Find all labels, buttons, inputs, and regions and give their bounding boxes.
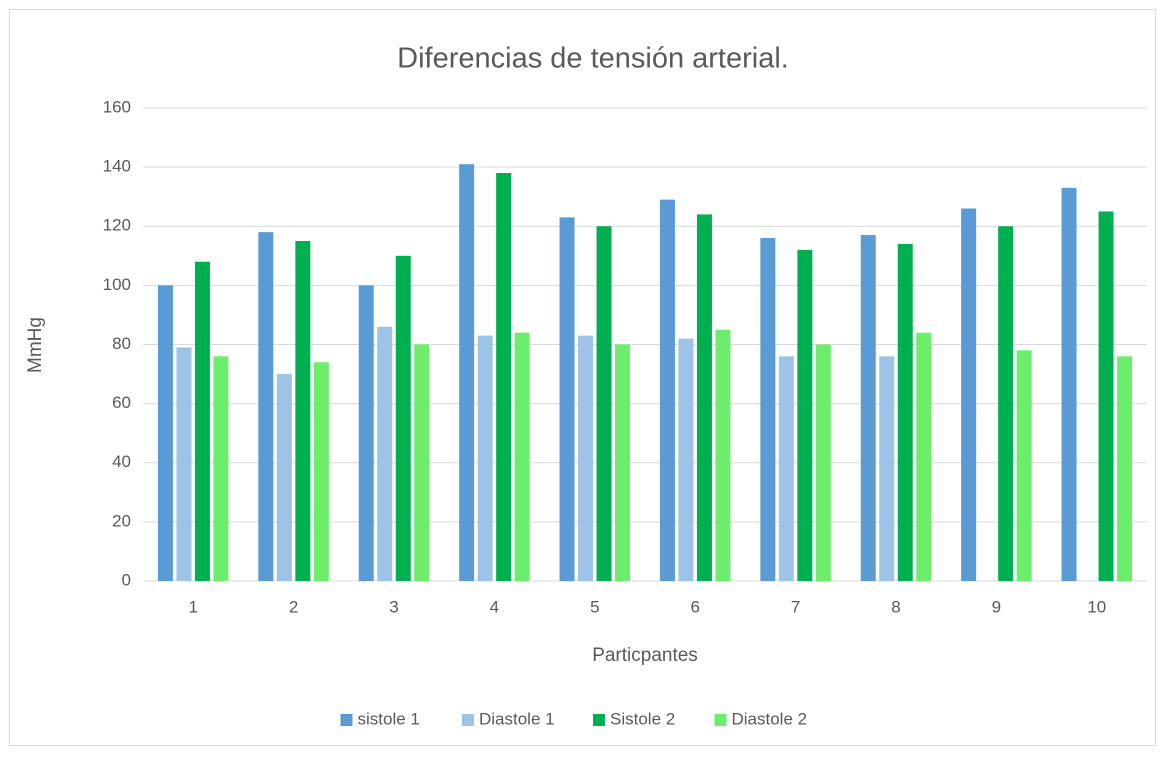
bar <box>916 332 932 581</box>
bar <box>295 241 311 581</box>
bar <box>715 329 731 581</box>
legend-swatch <box>593 714 605 726</box>
y-tick-label: 0 <box>122 570 131 589</box>
chart-title: Diferencias de tensión arterial. <box>397 43 789 75</box>
bar <box>1016 350 1032 581</box>
bar <box>358 285 374 581</box>
bar <box>1117 356 1133 581</box>
y-tick-label: 120 <box>103 216 131 235</box>
y-tick-label: 20 <box>112 511 131 530</box>
x-tick-label: 9 <box>992 597 1001 616</box>
x-tick-label: 10 <box>1087 597 1106 616</box>
bar <box>496 173 512 581</box>
legend-swatch <box>462 714 474 726</box>
bar <box>696 214 712 582</box>
bar <box>760 238 776 581</box>
legend-swatch <box>340 714 353 726</box>
x-axis-label: Particpantes <box>592 645 698 666</box>
y-tick-label: 80 <box>112 334 131 353</box>
x-tick-label: 4 <box>490 597 499 616</box>
bar <box>578 335 594 581</box>
legend-swatch <box>714 714 727 726</box>
bar <box>659 199 675 582</box>
bar <box>797 249 813 581</box>
bar <box>176 347 192 581</box>
bar <box>879 356 895 581</box>
bar <box>477 335 493 581</box>
bar <box>1098 211 1114 581</box>
bar <box>961 208 977 581</box>
bar <box>194 261 210 581</box>
x-tick-label: 2 <box>289 597 298 616</box>
bar <box>276 374 292 581</box>
bar <box>258 232 274 581</box>
bar <box>157 285 173 581</box>
legend-label: Diastole 2 <box>732 709 808 728</box>
bar <box>998 226 1014 581</box>
bar <box>1061 187 1077 581</box>
bar <box>514 332 530 581</box>
bar <box>815 344 831 581</box>
bar <box>897 243 913 582</box>
y-tick-label: 160 <box>103 97 131 116</box>
legend-label: Sistole 2 <box>610 709 675 728</box>
bar <box>313 362 329 581</box>
y-axis-label: MmHg <box>25 317 46 373</box>
bar <box>213 356 229 581</box>
x-tick-label: 3 <box>389 597 398 616</box>
bar <box>860 235 876 581</box>
bar <box>459 164 475 581</box>
y-tick-label: 140 <box>103 157 131 176</box>
x-tick-label: 1 <box>188 597 197 616</box>
x-tick-label: 5 <box>590 597 599 616</box>
bar <box>377 326 393 581</box>
y-tick-label: 100 <box>103 275 131 294</box>
x-tick-label: 8 <box>891 597 900 616</box>
bar <box>678 338 694 581</box>
y-tick-label: 40 <box>112 452 131 471</box>
bar <box>778 356 794 581</box>
y-tick-label: 60 <box>112 393 131 412</box>
bar <box>559 217 575 581</box>
bar <box>615 344 631 581</box>
x-tick-label: 6 <box>690 597 699 616</box>
bar <box>414 344 430 581</box>
bar <box>395 255 411 581</box>
legend-label: sistole 1 <box>358 709 420 728</box>
bar <box>596 226 612 581</box>
x-tick-label: 7 <box>791 597 800 616</box>
legend-label: Diastole 1 <box>479 709 555 728</box>
